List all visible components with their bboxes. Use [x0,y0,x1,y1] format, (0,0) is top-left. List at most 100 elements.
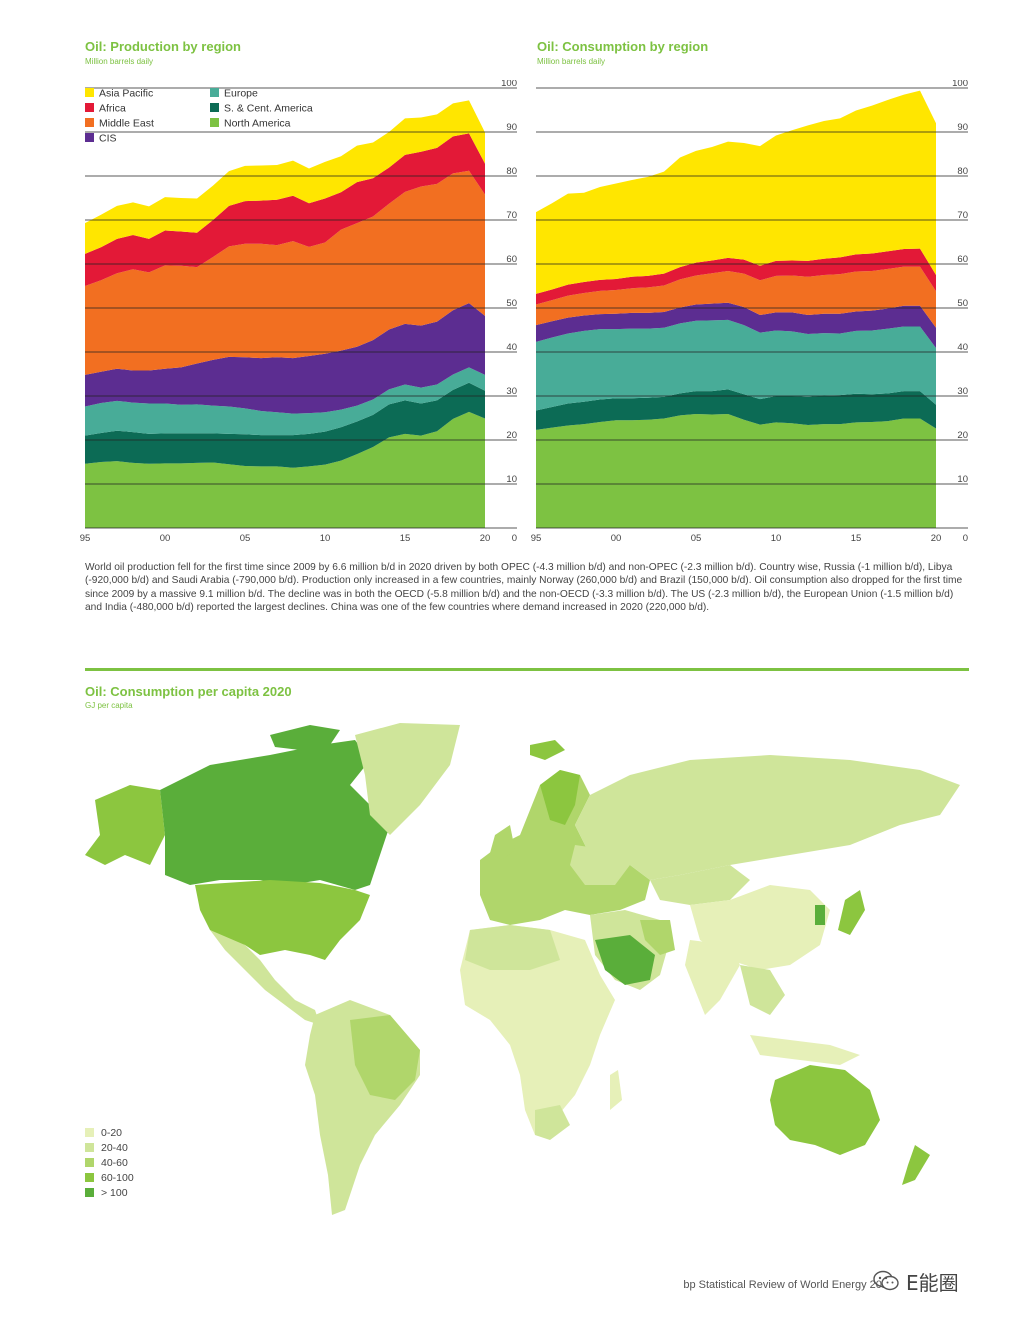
map-legend-label: 40-60 [101,1156,128,1169]
area-series-north-america [536,414,936,528]
legend-label: Africa [99,103,126,115]
map-legend-label: 60-100 [101,1171,134,1184]
map-subtitle: GJ per capita [85,701,133,710]
x-tick-label: 15 [400,533,411,544]
production-chart-subtitle: Million barrels daily [85,57,154,66]
map-legend-label: 20-40 [101,1141,128,1154]
y-tick-label: 30 [957,386,968,397]
map-uk [490,825,515,860]
legend-swatch [210,88,219,97]
area-series-north-america [85,411,485,528]
area-series-cis [536,302,936,349]
y-tick-label: 0 [963,533,968,544]
map-legend-item: 60-100 [85,1170,134,1185]
area-series-s-cent-america [536,389,936,430]
map-north-africa [465,925,560,970]
y-tick-label: 60 [506,254,517,265]
map-southeast-asia [740,965,785,1015]
map-new-zealand [902,1145,930,1185]
area-series-africa [85,133,485,286]
legend-swatch [210,118,219,127]
map-alaska [85,785,165,865]
map-mexico [210,930,320,1025]
area-series-s-cent-america [85,382,485,468]
map-legend-swatch [85,1188,94,1197]
y-tick-label: 100 [952,80,968,89]
map-brazil [350,1015,420,1100]
map-legend-swatch [85,1143,94,1152]
y-tick-label: 60 [957,254,968,265]
x-tick-label: 95 [531,533,542,544]
legend-label: Europe [224,88,258,100]
map-iceland [530,740,565,760]
y-tick-label: 40 [506,342,517,353]
map-indonesia [750,1035,860,1065]
area-series-europe [536,319,936,411]
map-scandinavia [540,770,580,825]
x-tick-label: 15 [851,533,862,544]
map-madagascar [610,1070,622,1110]
production-chart-title: Oil: Production by region [85,39,241,54]
x-tick-label: 00 [611,533,622,544]
wechat-icon [873,1270,899,1291]
x-tick-label: 10 [320,533,331,544]
y-tick-label: 10 [957,474,968,485]
production-area-chart: 0 10 20 30 40 50 60 70 80 90 100 95 00 05 10 15 20 Asia P… [80,80,517,544]
y-tick-label: 100 [501,80,517,89]
map-japan [838,890,865,935]
y-tick-label: 10 [506,474,517,485]
x-tick-label: 10 [771,533,782,544]
area-series-middle-east [85,170,485,375]
map-europe [480,770,650,925]
map-legend-item: > 100 [85,1185,134,1200]
legend-swatch [85,103,94,112]
y-tick-label: 90 [957,122,968,133]
legend-label: CIS [99,133,117,145]
legend-label: Middle East [99,118,154,130]
legend-swatch [210,103,219,112]
y-tick-label: 40 [957,342,968,353]
y-tick-label: 80 [957,166,968,177]
map-india [685,940,740,1015]
map-legend-item: 0-20 [85,1125,134,1140]
x-tick-label: 05 [240,533,251,544]
map-canada [160,740,390,890]
brand-text: E能圈 [906,1270,959,1295]
map-kazakhstan [650,865,750,905]
area-series-europe [85,367,485,436]
consumption-chart-subtitle: Million barrels daily [537,57,606,66]
y-tick-label: 70 [957,210,968,221]
area-series-middle-east [536,266,936,328]
section-divider [85,668,969,671]
x-tick-label: 05 [691,533,702,544]
map-legend-swatch [85,1158,94,1167]
map-legend-swatch [85,1173,94,1182]
consumption-area-chart: 0 10 20 30 40 50 60 70 80 90 100 95 00 05 10 15 20 [531,80,968,544]
map-south-africa [535,1105,570,1140]
map-legend-swatch [85,1128,94,1137]
map-legend-label: 0-20 [101,1126,123,1139]
legend-swatch [85,133,94,142]
x-tick-label: 20 [480,533,491,544]
map-iran [640,920,675,955]
area-series-asia-pacific [85,100,485,254]
y-tick-label: 50 [957,298,968,309]
y-tick-label: 50 [506,298,517,309]
map-arctic-islands [270,725,340,750]
y-tick-label: 70 [506,210,517,221]
area-series-asia-pacific [536,90,936,294]
legend-label: S. & Cent. America [224,103,313,115]
legend-swatch [85,118,94,127]
map-legend: 0-20 20-40 40-60 60-100 > 100 [85,1125,134,1200]
y-tick-label: 90 [506,122,517,133]
legend-label: North America [224,118,291,130]
y-tick-label: 30 [506,386,517,397]
map-legend-label: > 100 [101,1186,128,1199]
map-africa [460,925,615,1135]
map-legend-item: 20-40 [85,1140,134,1155]
y-tick-label: 0 [512,533,517,544]
area-series-africa [536,248,936,305]
map-usa [195,880,370,960]
area-series-cis [85,303,485,414]
legend-swatch [85,88,94,97]
